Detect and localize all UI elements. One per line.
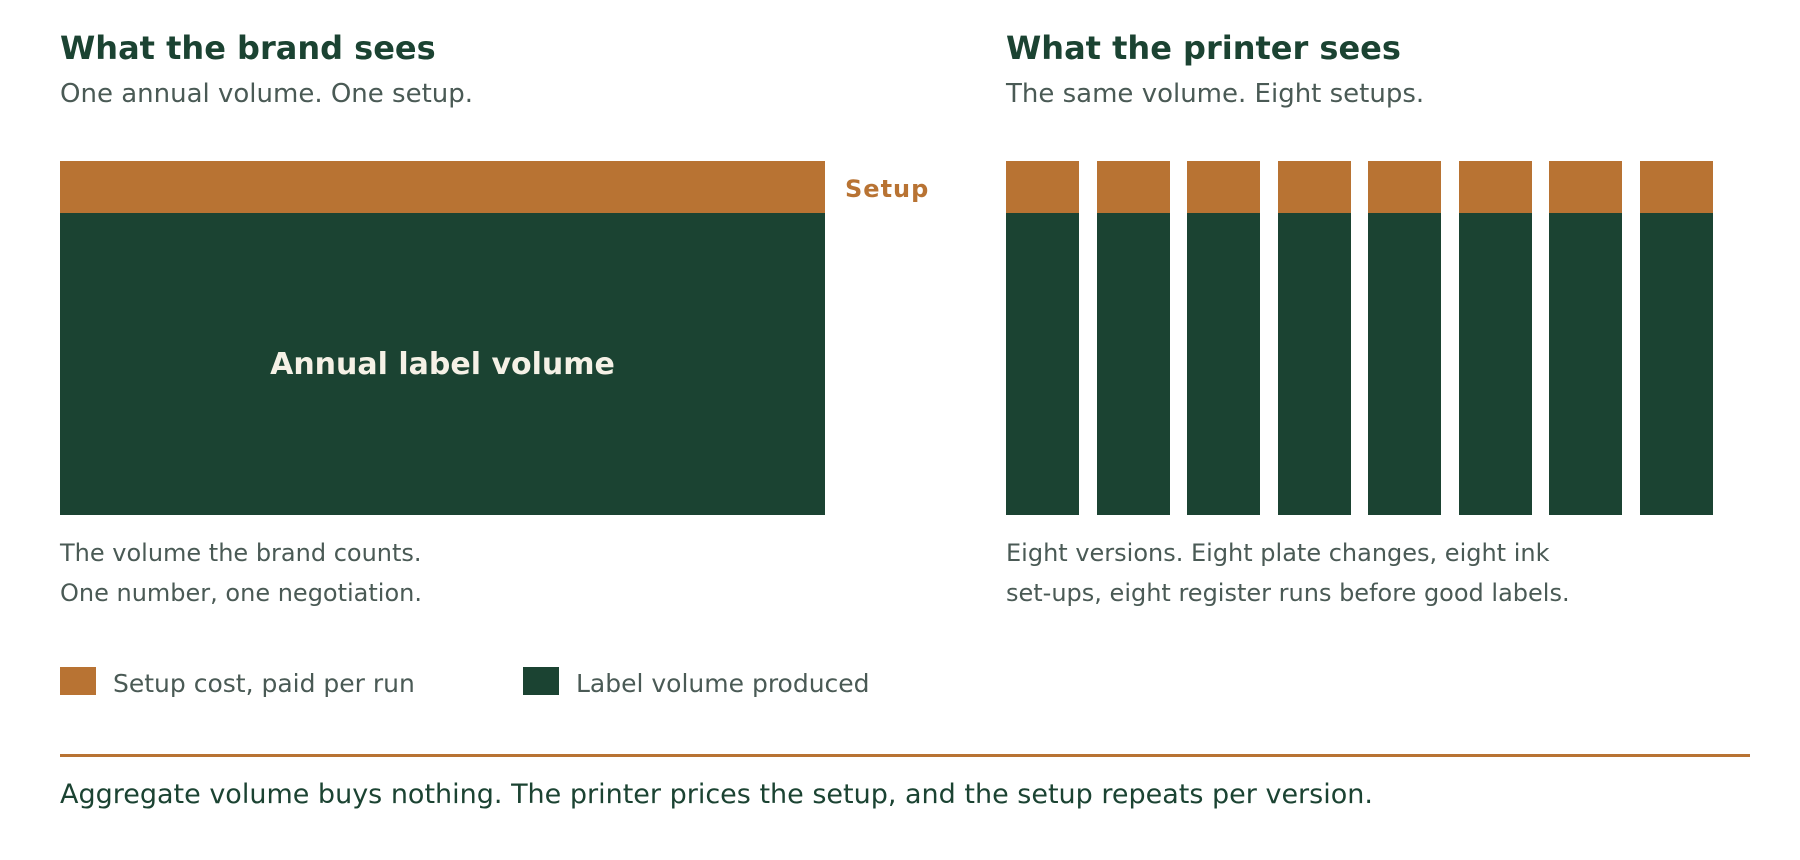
printer-setup-bar [1549, 161, 1622, 213]
printer-panel-subtitle: The same volume. Eight setups. [1006, 79, 1425, 109]
brand-volume-bar: Annual label volume [60, 213, 825, 515]
printer-volume-bar [1549, 213, 1622, 515]
printer-setup-bar [1368, 161, 1441, 213]
printer-setup-bar [1277, 161, 1351, 213]
printer-setup-bar [1006, 161, 1079, 213]
printer-volume-bar [1277, 213, 1351, 515]
brand-setup-bar [60, 161, 825, 213]
printer-volume-bar [1006, 213, 1079, 515]
divider-rule [60, 754, 1750, 757]
setup-callout-label: Setup [845, 175, 930, 203]
printer-setup-bar [1187, 161, 1260, 213]
printer-volume-bar [1639, 213, 1713, 515]
printer-volume-bar [1368, 213, 1441, 515]
legend-swatch-setup [60, 667, 96, 695]
conclusion-text: Aggregate volume buys nothing. The print… [60, 779, 1373, 810]
brand-caption: The volume the brand counts. One number,… [60, 533, 422, 613]
legend-label-volume: Label volume produced [576, 669, 870, 698]
legend-swatch-volume [523, 667, 559, 695]
printer-volume-bar [1096, 213, 1170, 515]
printer-caption: Eight versions. Eight plate changes, eig… [1006, 533, 1570, 613]
printer-caption-line: Eight versions. Eight plate changes, eig… [1006, 539, 1550, 567]
printer-volume-bar [1187, 213, 1260, 515]
brand-caption-line: One number, one negotiation. [60, 579, 422, 607]
printer-panel-title: What the printer sees [1006, 29, 1401, 67]
printer-caption-line: set-ups, eight register runs before good… [1006, 579, 1570, 607]
printer-setup-bar [1458, 161, 1532, 213]
legend-label-setup: Setup cost, paid per run [113, 669, 415, 698]
printer-setup-bar [1639, 161, 1713, 213]
printer-volume-bar [1458, 213, 1532, 515]
brand-caption-line: The volume the brand counts. [60, 539, 422, 567]
brand-panel-title: What the brand sees [60, 29, 436, 67]
brand-volume-label: Annual label volume [270, 346, 615, 382]
brand-panel-subtitle: One annual volume. One setup. [60, 79, 474, 109]
printer-setup-bar [1096, 161, 1170, 213]
